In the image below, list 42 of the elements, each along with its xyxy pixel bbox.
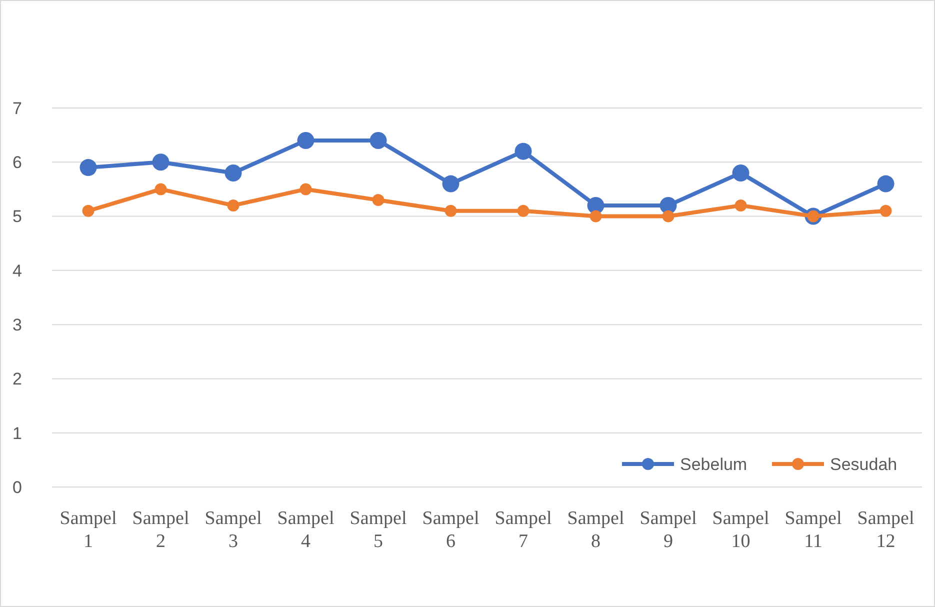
point	[227, 199, 240, 212]
point	[662, 210, 674, 222]
y-tick-label: 5	[12, 207, 22, 226]
point	[734, 199, 747, 212]
point	[732, 164, 750, 182]
y-tick-label: 7	[12, 98, 22, 118]
y-tick-label: 2	[12, 370, 22, 389]
x-tick-label: Sampel 1	[60, 508, 117, 552]
y-tick-label: 1	[12, 424, 22, 443]
y-tick-label: 0	[12, 478, 22, 497]
y-tick-label: 3	[12, 316, 22, 335]
point	[300, 183, 312, 196]
point	[444, 204, 457, 217]
x-tick-label: Sampel 6	[422, 508, 480, 552]
point	[372, 194, 384, 206]
legend-label: Sesudah	[830, 454, 898, 474]
point	[370, 132, 387, 149]
y-tick-label: 4	[12, 261, 22, 280]
legend-label: Sebelum	[680, 454, 748, 474]
x-tick-label: Sampel 7	[494, 508, 552, 552]
point	[224, 164, 242, 182]
x-tick-label: Sampel 11	[784, 508, 842, 552]
point	[297, 132, 314, 149]
x-tick-label: Sampel 4	[277, 508, 334, 552]
point	[82, 204, 94, 217]
point	[877, 175, 894, 192]
x-tick-label: Sampel 3	[204, 508, 262, 552]
point	[152, 154, 170, 171]
point	[80, 159, 97, 176]
point	[514, 142, 532, 160]
x-tick-label: Sampel 8	[567, 508, 624, 552]
point	[590, 210, 602, 222]
x-tick-label: Sampel 5	[350, 508, 407, 552]
x-tick-label: Sampel 2	[132, 508, 190, 552]
point	[442, 175, 460, 192]
point	[154, 183, 167, 196]
y-tick-label: 6	[12, 153, 22, 172]
point	[517, 204, 530, 217]
point	[880, 204, 892, 217]
x-tick-label: Sampel 9	[640, 508, 697, 552]
x-tick-label: Sampel 12	[857, 508, 914, 552]
x-tick-label: Sampel 10	[712, 508, 770, 552]
